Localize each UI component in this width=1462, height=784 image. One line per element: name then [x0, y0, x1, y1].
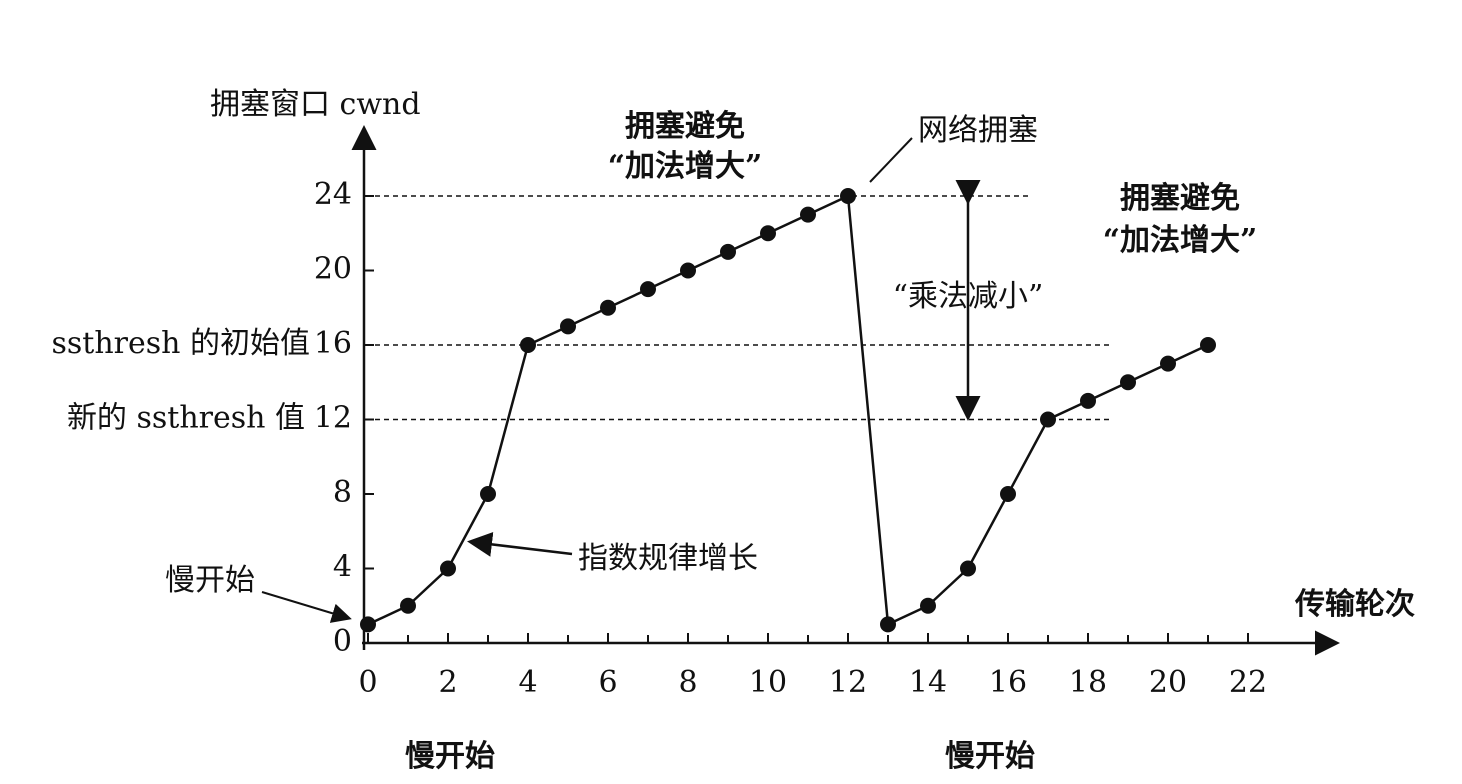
y-tick-label: 16 — [314, 326, 352, 361]
annotation: 慢开始 — [405, 739, 495, 774]
x-tick-label: 16 — [989, 665, 1027, 700]
point — [840, 188, 856, 204]
point — [800, 206, 816, 223]
annotation: 指数规律增长 — [578, 541, 758, 576]
point — [960, 560, 976, 577]
annotation: 慢开始 — [945, 739, 1035, 774]
y-tick-label: 4 — [333, 550, 352, 585]
x-tick-label: 2 — [438, 665, 457, 700]
annotation: 慢开始 — [165, 563, 255, 598]
x-tick-label: 12 — [829, 665, 867, 700]
point — [1160, 355, 1176, 372]
x-tick-label: 0 — [358, 665, 377, 700]
point — [680, 262, 696, 279]
pointer — [467, 531, 573, 557]
annotation: “乘法减小” — [893, 279, 1044, 314]
tick-note: ssthresh 的初始值 — [51, 326, 310, 361]
point — [360, 616, 376, 633]
x-tick-label: 22 — [1229, 665, 1267, 700]
point — [520, 337, 536, 353]
pointer — [261, 591, 352, 623]
y-tick-label: 12 — [314, 401, 352, 436]
point — [1120, 374, 1136, 391]
annotation: 拥塞避免 — [625, 109, 745, 144]
y-tick-label: 20 — [314, 252, 352, 287]
point — [600, 299, 616, 316]
tick-note: 新的 ssthresh 值 — [67, 401, 305, 436]
point — [480, 486, 496, 502]
point — [720, 243, 736, 260]
y-tick-label: 0 — [333, 624, 352, 659]
annotation: “加法增大” — [608, 149, 763, 184]
y-tick-label: 24 — [314, 177, 352, 212]
x-tick-label: 4 — [518, 665, 537, 700]
annotation: 网络拥塞 — [918, 113, 1038, 148]
x-tick-label: 14 — [909, 665, 947, 700]
point — [1040, 411, 1056, 428]
point — [760, 225, 776, 242]
point — [400, 597, 416, 614]
line — [367, 194, 1209, 627]
point — [1000, 486, 1016, 502]
point — [1080, 392, 1096, 409]
annotation: “加法增大” — [1103, 223, 1258, 258]
x-tick-label: 10 — [749, 665, 787, 700]
y-axis-label: 拥塞窗口 cwnd — [210, 87, 421, 122]
x-tick-label: 8 — [678, 665, 697, 700]
annotation: 拥塞避免 — [1120, 181, 1240, 216]
point — [560, 318, 576, 335]
point — [920, 597, 936, 614]
x-axis-label: 传输轮次 — [1294, 587, 1415, 622]
point — [640, 281, 656, 298]
x-tick-label: 18 — [1069, 665, 1107, 700]
x-tick-label: 20 — [1149, 665, 1187, 700]
point — [880, 616, 896, 633]
point — [1200, 337, 1216, 353]
y-tick-label: 8 — [333, 475, 352, 510]
pointer — [869, 137, 913, 183]
x-tick-label: 6 — [598, 665, 617, 700]
point — [440, 560, 456, 577]
